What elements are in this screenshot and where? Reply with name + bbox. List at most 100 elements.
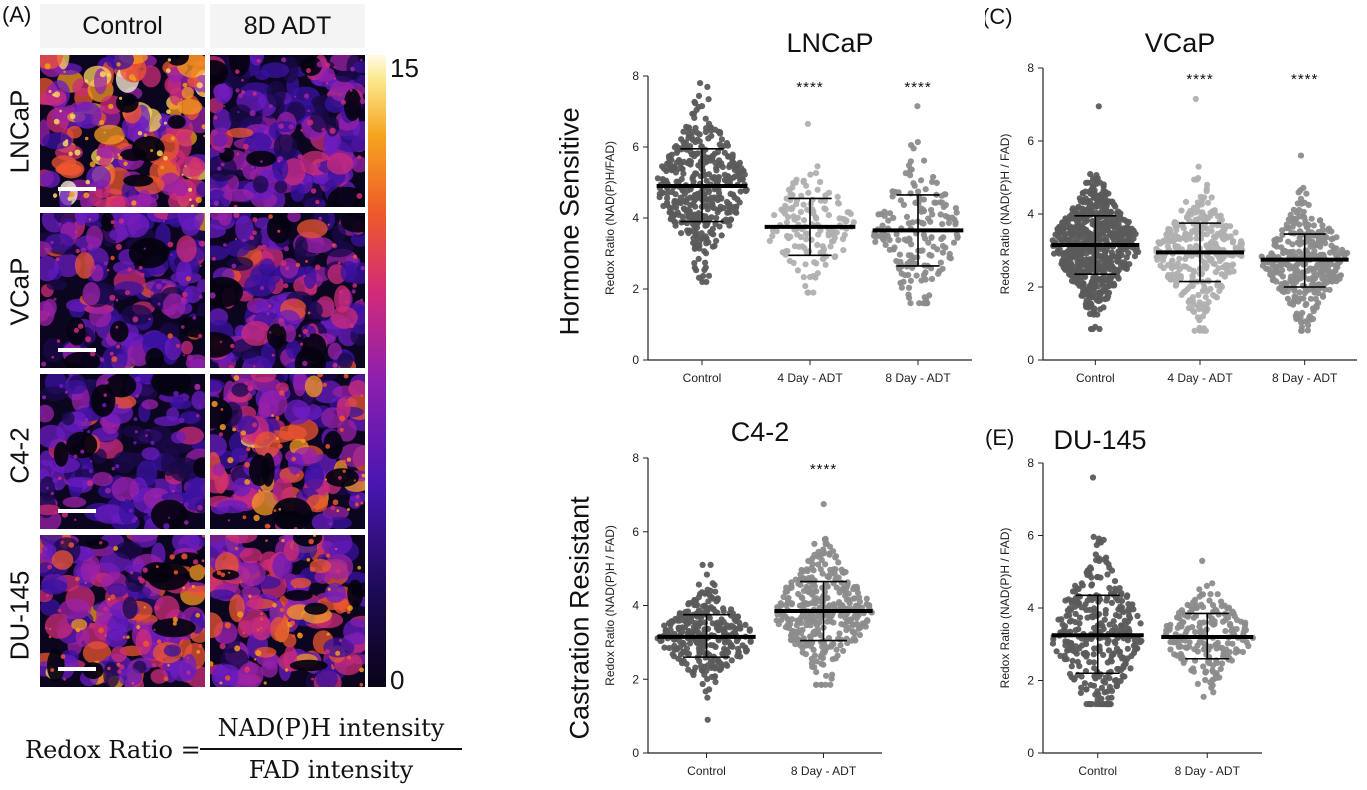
bright-speck	[337, 261, 341, 265]
data-point	[832, 655, 839, 662]
bright-speck	[298, 470, 302, 474]
bright-speck	[360, 266, 365, 271]
data-point	[1078, 684, 1085, 691]
bright-speck	[307, 119, 314, 126]
bright-speck	[224, 622, 231, 629]
data-point	[1310, 305, 1317, 312]
data-point	[1081, 290, 1088, 297]
data-point	[1093, 557, 1100, 564]
bright-speck	[317, 374, 324, 378]
data-point	[824, 573, 831, 580]
cell-blob	[175, 156, 205, 178]
bright-speck	[334, 547, 338, 551]
cell-blob	[62, 496, 87, 508]
data-point	[698, 103, 706, 110]
cell-blob	[284, 399, 311, 425]
data-point	[725, 174, 732, 181]
data-point	[742, 187, 749, 195]
bright-speck	[108, 103, 114, 110]
bright-speck	[133, 417, 138, 422]
bright-speck	[279, 321, 285, 327]
data-point	[1071, 224, 1078, 231]
bright-speck	[255, 650, 262, 657]
bright-speck	[297, 632, 303, 639]
data-point	[688, 151, 695, 158]
data-point	[1120, 662, 1127, 670]
data-point	[736, 619, 743, 626]
data-point	[731, 164, 738, 171]
data-point	[1114, 268, 1121, 275]
cell-blob	[228, 104, 253, 128]
x-tick-label: Control	[687, 764, 726, 778]
void-region	[246, 150, 277, 167]
void-region	[284, 589, 313, 601]
cell-blob	[140, 333, 170, 348]
data-point	[1132, 247, 1139, 254]
data-point	[945, 219, 952, 226]
bright-speck	[249, 110, 256, 117]
data-point	[1167, 227, 1174, 234]
data-point	[693, 150, 700, 157]
data-point	[819, 602, 826, 609]
y-axis-label: Redox Ratio (NAD(P)H/FAD)	[603, 141, 617, 295]
cell-blob	[239, 560, 266, 587]
bright-speck	[360, 58, 363, 62]
cell-blob	[213, 664, 240, 686]
data-point	[828, 641, 835, 648]
data-point	[668, 167, 675, 174]
data-point	[1307, 251, 1314, 258]
data-point	[689, 128, 696, 135]
data-point	[842, 614, 849, 621]
data-point	[1079, 642, 1086, 649]
data-point	[684, 187, 691, 194]
bright-speck	[216, 570, 222, 576]
data-point	[826, 602, 833, 609]
data-point	[840, 647, 847, 654]
cell-blob	[337, 419, 357, 442]
bright-speck	[360, 394, 364, 397]
bright-speck	[50, 240, 54, 245]
data-point	[920, 220, 927, 227]
data-point	[813, 681, 820, 688]
cell-blob	[210, 245, 229, 261]
data-point	[712, 588, 719, 595]
bright-speck	[172, 617, 178, 623]
bright-speck	[244, 381, 248, 385]
bright-speck	[182, 291, 188, 298]
cell-blob	[164, 336, 182, 361]
bright-speck	[171, 489, 175, 493]
bright-speck	[173, 391, 179, 397]
bright-speck	[225, 675, 231, 681]
data-point	[797, 234, 804, 241]
data-point	[1327, 249, 1334, 256]
cell-blob	[109, 228, 129, 241]
data-point	[713, 214, 720, 222]
micrograph-vcap-control	[40, 213, 205, 368]
data-point	[680, 641, 687, 648]
data-point	[667, 161, 674, 168]
bright-speck	[264, 559, 269, 564]
data-point	[850, 595, 857, 602]
data-point	[705, 96, 712, 103]
x-tick-label: 4 Day - ADT	[1167, 371, 1233, 385]
bright-speck	[326, 632, 330, 636]
data-point	[813, 260, 820, 267]
bright-speck	[68, 374, 73, 377]
data-point	[838, 603, 845, 611]
cell-blob	[350, 156, 365, 173]
bright-speck	[199, 91, 205, 97]
bright-speck	[275, 416, 280, 421]
data-point	[1192, 95, 1199, 103]
data-point	[1183, 236, 1190, 243]
cell-blob	[137, 189, 152, 207]
data-point	[896, 265, 903, 272]
data-point	[721, 639, 729, 646]
bright-speck	[191, 584, 195, 589]
bright-speck	[181, 553, 188, 560]
data-point	[822, 540, 829, 548]
bright-speck	[293, 586, 297, 589]
data-point	[1089, 293, 1096, 301]
data-point	[1324, 279, 1331, 286]
data-point	[778, 206, 785, 213]
data-point	[726, 164, 733, 171]
